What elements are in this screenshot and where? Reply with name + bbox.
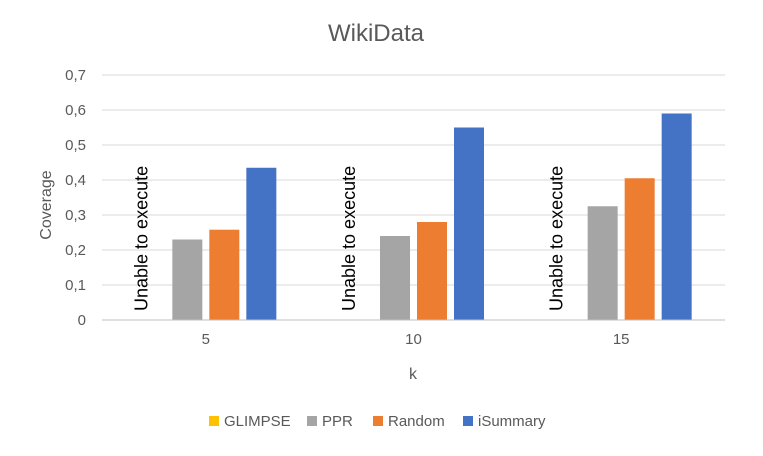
bars — [172, 113, 692, 320]
annotations: Unable to execute Unable to execute Unable… — [131, 166, 566, 311]
legend-swatch-ppr — [307, 416, 317, 426]
legend-label-ppr: PPR — [322, 413, 353, 430]
bar-isummary-k5 — [246, 167, 277, 320]
unable-to-execute-note: Unable to execute — [339, 166, 359, 311]
y-axis-ticks: 0 0,1 0,2 0,3 0,4 0,5 0,6 0,7 — [65, 67, 86, 329]
legend-label-glimpse: GLIMPSE — [224, 413, 291, 430]
bar-random-k10 — [417, 222, 447, 320]
bar-random-k15 — [624, 178, 655, 320]
y-axis-label: Coverage — [38, 170, 55, 239]
legend-swatch-random — [373, 416, 383, 426]
y-tick-label: 0,5 — [65, 137, 86, 154]
legend-swatch-glimpse — [209, 416, 219, 426]
y-tick-label: 0,1 — [65, 277, 86, 294]
bar-isummary-k15 — [661, 113, 692, 320]
y-tick-label: 0,6 — [65, 102, 86, 119]
y-tick-label: 0,4 — [65, 172, 86, 189]
bar-random-k5 — [209, 229, 240, 320]
bar-ppr-k10 — [380, 236, 410, 320]
legend: GLIMPSE PPR Random iSummary — [209, 413, 546, 430]
y-tick-label: 0 — [78, 312, 86, 329]
legend-swatch-isummary — [463, 416, 473, 426]
bar-isummary-k10 — [454, 127, 484, 320]
legend-label-random: Random — [388, 413, 445, 430]
chart-title: WikiData — [328, 20, 425, 47]
x-axis-label: k — [409, 366, 418, 383]
x-tick-label: 10 — [405, 331, 422, 348]
unable-to-execute-note: Unable to execute — [131, 166, 151, 311]
unable-to-execute-note: Unable to execute — [547, 166, 567, 311]
x-axis-ticks: 5 10 15 — [202, 331, 630, 348]
y-tick-label: 0,3 — [65, 207, 86, 224]
x-tick-label: 15 — [613, 331, 630, 348]
x-tick-label: 5 — [202, 331, 210, 348]
y-tick-label: 0,7 — [65, 67, 86, 84]
bar-ppr-k5 — [172, 239, 203, 320]
gridlines — [102, 74, 725, 286]
bar-ppr-k15 — [587, 206, 618, 320]
legend-label-isummary: iSummary — [478, 413, 546, 430]
y-tick-label: 0,2 — [65, 242, 86, 259]
